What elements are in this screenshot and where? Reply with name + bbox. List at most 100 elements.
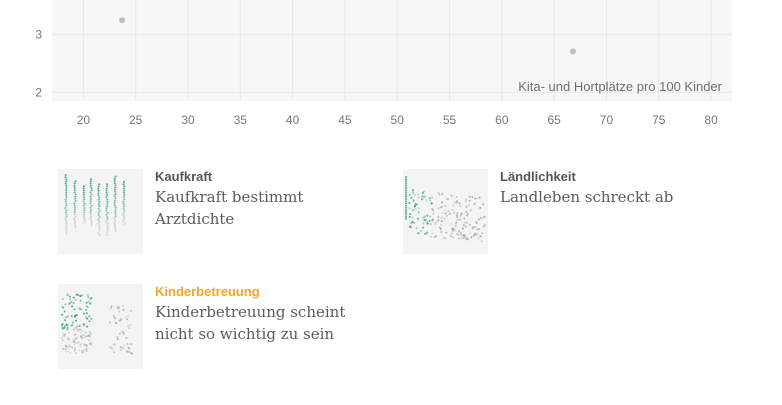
thumbnail-dot [414, 203, 417, 206]
thumbnail-dot [79, 295, 82, 298]
thumbnail-dot [65, 233, 68, 236]
thumbnail-dot [468, 199, 471, 202]
thumbnail-dot [122, 308, 125, 311]
thumbnail-dot [106, 216, 109, 219]
thumbnail-dot [63, 334, 66, 337]
thumbnail-dot [73, 186, 76, 189]
thumbnail-dot [431, 219, 434, 222]
thumbnail-dot [113, 199, 116, 202]
thumbnail-dot [74, 347, 76, 350]
thumbnail-dot [422, 216, 425, 219]
thumbnail-dot [424, 218, 427, 221]
story-card-kaufkraft[interactable]: Kaufkraft Kaufkraft bestimmt Arztdichte [58, 169, 385, 254]
thumbnail-dot [122, 196, 125, 199]
thumbnail-dot [122, 213, 125, 216]
thumbnail-dot [423, 215, 426, 218]
thumbnail-dot [466, 237, 469, 240]
thumbnail-dot [453, 211, 455, 214]
thumbnail-dot [66, 324, 69, 327]
data-point [119, 17, 126, 24]
thumbnail-dot [480, 240, 483, 243]
thumbnail-dot [464, 198, 467, 201]
thumbnail-dot [479, 235, 482, 238]
thumbnail-dot [97, 222, 100, 225]
thumbnail-dot [409, 225, 412, 228]
thumbnail-dot [66, 294, 69, 297]
thumbnail-dot [105, 187, 108, 190]
thumbnail-dot [61, 297, 64, 300]
thumbnail-dot [82, 185, 85, 188]
thumbnail-dot [83, 312, 86, 315]
thumbnail-dot [429, 215, 432, 218]
thumbnail-dot [114, 223, 116, 226]
laendlichkeit-thumbnail [403, 169, 488, 254]
thumbnail-dot [122, 331, 125, 334]
thumbnail-dot [106, 205, 108, 208]
thumbnail-dot [426, 231, 429, 234]
thumbnail-dot [126, 318, 129, 321]
thumbnail-dot [65, 211, 67, 214]
thumbnail-dot [126, 350, 128, 353]
thumbnail-dot [116, 338, 119, 341]
thumbnail-dot [77, 330, 80, 333]
thumbnail-dot [63, 325, 66, 328]
thumbnail-dot [112, 315, 115, 318]
thumbnail-dot [113, 177, 116, 180]
thumbnail-dot [448, 212, 451, 215]
thumbnail-dot [64, 319, 67, 322]
thumbnail-dot [437, 207, 440, 210]
thumbnail-dot [68, 331, 70, 334]
thumbnail-dot [450, 232, 453, 235]
thumbnail-dot [105, 207, 108, 210]
thumbnail-dot [82, 204, 85, 207]
thumbnail-dot [82, 189, 85, 192]
thumbnail-dot [65, 185, 68, 187]
story-card-laendlichkeit[interactable]: Ländlichkeit Landleben schreckt ab [403, 169, 730, 254]
thumbnail-dot [64, 182, 67, 185]
thumbnail-dot [98, 229, 101, 232]
thumbnail-dot [408, 193, 411, 196]
thumbnail-dot [74, 195, 77, 198]
thumbnail-dot [73, 341, 76, 344]
thumbnail-dot [74, 299, 77, 301]
thumbnail-dot [461, 227, 464, 230]
thumbnail-dot [62, 306, 65, 309]
thumbnail-dot [65, 222, 68, 225]
story-card-kinderbetreuung[interactable]: Kinderbetreuung Kinderbetreuung scheint … [58, 284, 385, 369]
thumbnail-dot [114, 210, 117, 213]
thumbnail-dot [423, 195, 426, 198]
thumbnail-dot [90, 178, 93, 181]
thumbnail-dot [418, 207, 420, 210]
thumbnail-dot [81, 337, 83, 340]
thumbnail-dot [90, 332, 93, 335]
thumbnail-dot [65, 323, 68, 326]
thumbnail-dot [440, 231, 443, 233]
thumbnail-dot [421, 198, 423, 201]
thumbnail-dot [405, 211, 407, 214]
thumbnail-dot [106, 202, 109, 205]
thumbnail-dot [61, 313, 64, 316]
thumbnail-dot [123, 222, 126, 225]
thumbnail-dot [97, 214, 100, 217]
thumbnail-dot [114, 226, 117, 229]
thumbnail-dot [127, 346, 130, 349]
thumbnail-dot [465, 205, 468, 208]
main-scatter-chart: 20 25 30 35 40 45 50 55 60 65 70 75 80 2 3 Kita- und H… [35, 0, 732, 127]
thumbnail-dot [106, 227, 109, 230]
thumbnail-dot [86, 325, 89, 328]
thumbnail-dot [85, 349, 88, 352]
thumbnail-dot [410, 196, 413, 199]
thumbnail-dot [452, 236, 455, 239]
thumbnail-dot [98, 196, 101, 199]
thumbnail-dot [65, 196, 68, 198]
thumbnail-dot [113, 188, 116, 191]
plot-area: 20 25 30 35 40 45 50 55 60 65 70 75 80 2 3 [35, 0, 732, 127]
thumbnail-dot [79, 345, 82, 348]
thumbnail-dot [83, 343, 86, 346]
thumbnail-dot [82, 349, 85, 352]
thumbnail-dot [73, 213, 76, 216]
thumbnail-dot [457, 234, 460, 237]
thumbnail-dot [74, 193, 77, 196]
thumbnail-dot [128, 351, 131, 353]
thumbnail-dot [64, 207, 67, 209]
